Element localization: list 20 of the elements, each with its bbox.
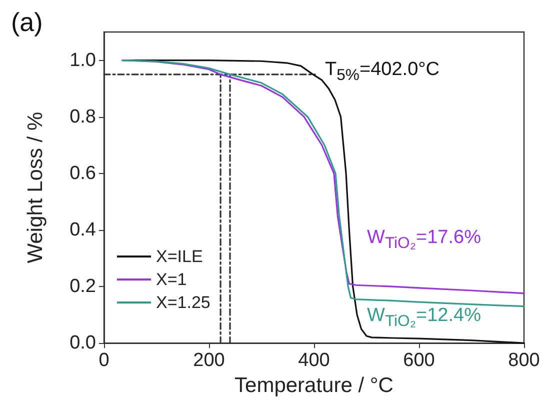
y-tick-label: 0.4 (70, 219, 96, 240)
chart-title: (a) (11, 7, 43, 37)
annotation: W$_{TiO₂}$=17.6% (367, 227, 481, 252)
y-tick-label: 1.0 (70, 50, 96, 71)
x-tick-label: 800 (508, 350, 540, 372)
legend-label: X=1.25 (156, 293, 210, 312)
x-tick-label: 400 (298, 350, 330, 372)
x-tick-label: 600 (403, 350, 435, 372)
legend-label: X=ILE (156, 247, 203, 266)
y-tick-label: 0.0 (70, 332, 96, 354)
x-tick-label: 0 (98, 350, 110, 372)
x-tick-label: 200 (193, 350, 225, 372)
annotation: T$_{5%}$=402.0°C (325, 59, 440, 84)
y-tick-label: 0.8 (70, 106, 96, 128)
y-tick-label: 0.2 (70, 276, 96, 298)
legend-label: X=1 (156, 270, 187, 289)
y-tick-label: 0.6 (70, 162, 96, 184)
annotation: W$_{TiO₂}$=12.4% (367, 305, 481, 330)
x-axis-title: Temperature / °C (234, 374, 394, 397)
y-axis-title: Weight Loss / % (24, 112, 47, 264)
